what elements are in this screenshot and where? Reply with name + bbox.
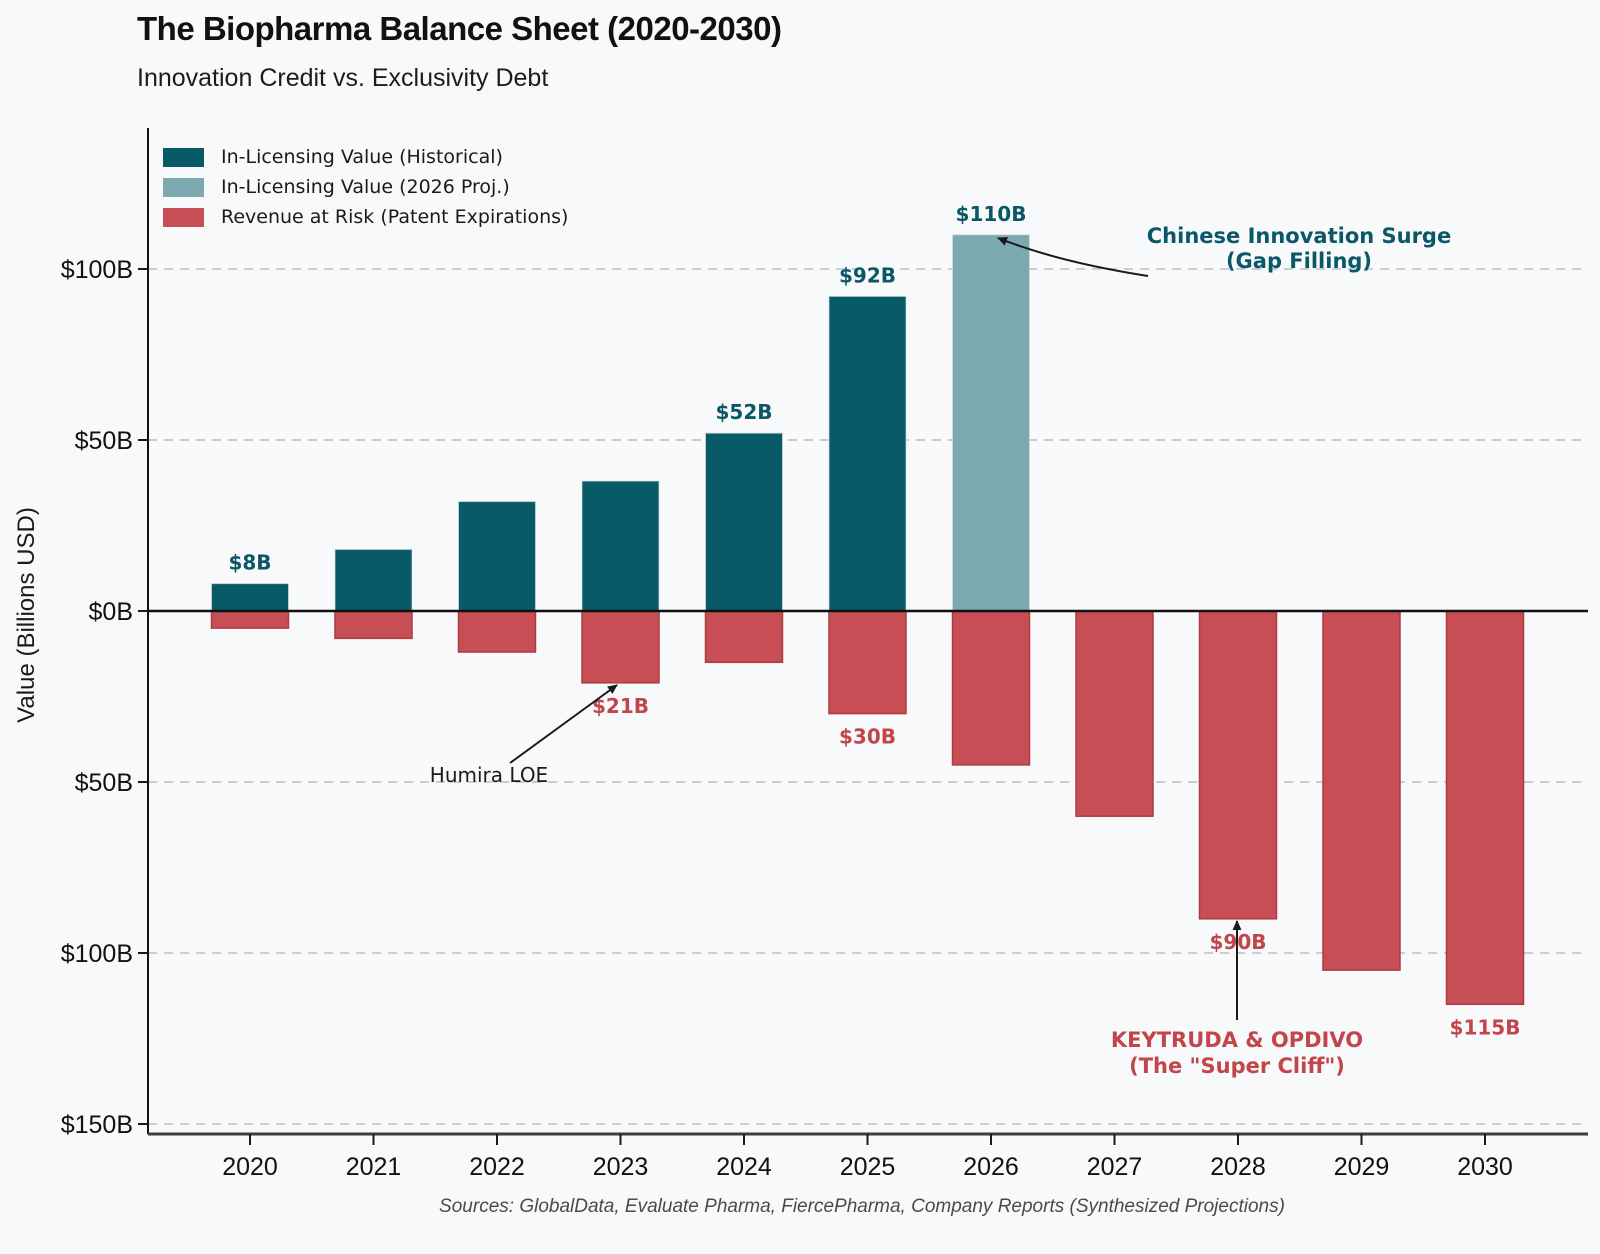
bar-2021-revenue_risk [334,610,413,640]
legend-label: In-Licensing Value (Historical) [221,146,503,168]
annotation-line: (Gap Filling) [1225,249,1373,273]
source-note: Sources: GlobalData, Evaluate Pharma, Fi… [439,1196,1285,1217]
x-tick-label-2022: 2022 [469,1153,525,1181]
x-tick-label-2025: 2025 [840,1153,896,1181]
legend-swatch-red [163,207,204,227]
humira-arrow [509,684,618,764]
legend-label: Revenue at Risk (Patent Expirations) [221,206,569,228]
chart-title: The Biopharma Balance Sheet (2020-2030) [137,10,782,47]
annotation-humira-loe: Humira LOE [429,763,549,787]
bar-value-label-2024: $52B [716,400,773,424]
y-tick-label: $100B [61,940,133,968]
bar-2020-inlicensing_hist [211,583,289,612]
legend: In-Licensing Value (Historical) In-Licen… [163,142,568,232]
bar-2023-inlicensing_hist [581,480,660,612]
bar-2025-revenue_risk [828,610,907,715]
bar-2022-revenue_risk [457,610,537,653]
x-tick-label-2020: 2020 [222,1153,278,1181]
x-tick-label-2024: 2024 [716,1153,772,1181]
legend-swatch-teal-dark [163,147,204,167]
y-tick-label: $50B [75,769,133,797]
x-tick-label-2029: 2029 [1334,1153,1390,1181]
x-tick-label-2021: 2021 [346,1153,402,1181]
annotation-line: KEYTRUDA & OPDIVO [1110,1028,1364,1052]
bar-2023-revenue_risk [581,610,660,684]
x-tick-label-2027: 2027 [1087,1153,1143,1181]
annotation-line: Chinese Innovation Surge [1146,224,1452,248]
bar-2029-revenue_risk [1322,610,1401,971]
annotation-chinese-innovation-surge: Chinese Innovation Surge (Gap Filling) [1147,224,1451,274]
bar-value-label-2030: $115B [1450,1015,1521,1039]
bar-2024-inlicensing_hist [705,432,783,612]
bar-2028-revenue_risk [1198,610,1278,920]
y-axis-label: Value (Billions USD) [13,507,40,723]
y-tick-label: $100B [61,256,133,284]
x-tick-label-2023: 2023 [593,1153,649,1181]
legend-swatch-teal-light [163,177,204,197]
legend-item-inlicensing-historical: In-Licensing Value (Historical) [163,142,568,172]
bar-2027-revenue_risk [1075,610,1154,817]
legend-label: In-Licensing Value (2026 Proj.) [221,176,510,198]
bar-2030-revenue_risk [1445,610,1525,1006]
bar-value-label-2020: $8B [228,551,271,575]
bar-value-label-2025: $30B [839,725,896,749]
bar-2024-revenue_risk [704,610,784,664]
chinese-surge-arrow [997,237,1149,277]
legend-item-inlicensing-projected: In-Licensing Value (2026 Proj.) [163,172,568,202]
y-tick-label: $150B [61,1111,133,1139]
bar-2026-inlicensing_proj [952,234,1030,612]
bar-2020-revenue_risk [210,610,290,629]
bar-2021-inlicensing_hist [334,548,413,612]
bar-value-label-2025: $92B [839,263,896,287]
annotation-line: (The "Super Cliff") [1129,1054,1345,1078]
x-tick-label-2026: 2026 [963,1153,1019,1181]
chart-subtitle: Innovation Credit vs. Exclusivity Debt [137,64,549,92]
x-tick-label-2030: 2030 [1457,1153,1513,1181]
legend-item-revenue-at-risk: Revenue at Risk (Patent Expirations) [163,202,568,232]
bar-value-label-2026: $110B [956,202,1027,226]
bar-2025-inlicensing_hist [828,295,907,612]
x-tick-label-2028: 2028 [1210,1153,1266,1181]
bar-2026-revenue_risk [951,610,1031,766]
y-tick-label: $0B [89,598,133,626]
bar-value-label-2023: $21B [592,694,649,718]
annotation-super-cliff: KEYTRUDA & OPDIVO (The "Super Cliff") [1111,1027,1363,1079]
y-tick-label: $50B [75,427,133,455]
bar-2022-inlicensing_hist [458,501,536,612]
